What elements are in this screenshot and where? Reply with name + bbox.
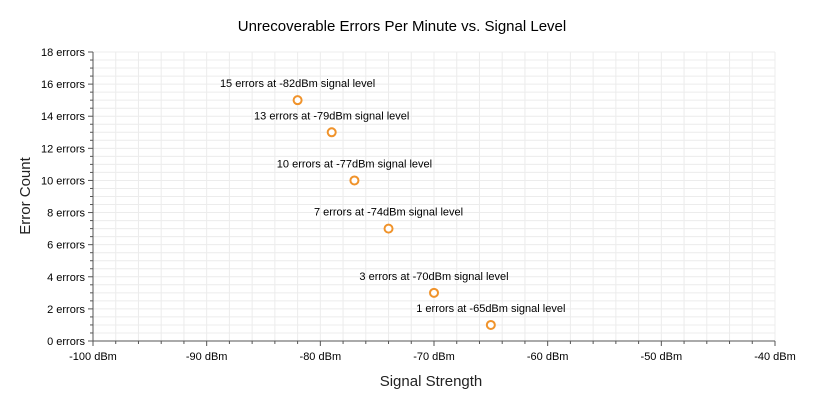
data-label: 15 errors at -82dBm signal level [220,78,375,90]
y-axis-title: Error Count [17,156,34,234]
data-label: 10 errors at -77dBm signal level [277,158,432,170]
x-axis-title: Signal Strength [380,373,483,390]
data-label: 7 errors at -74dBm signal level [314,207,463,219]
y-tick-label: 10 errors [41,175,86,187]
data-point[interactable] [429,287,439,298]
axes [88,51,776,346]
y-tick-label: 16 errors [41,79,86,91]
y-tick-label: 14 errors [41,111,86,123]
x-tick-label: -40 dBm [754,351,796,363]
x-tick-label: -50 dBm [641,351,683,363]
x-tick-label: -100 dBm [69,351,117,363]
data-label: 3 errors at -70dBm signal level [359,271,508,283]
y-tick-label: 12 errors [41,143,86,155]
data-label: 1 errors at -65dBm signal level [416,303,565,315]
x-tick-label: -60 dBm [527,351,569,363]
tick-labels: 0 errors 2 errors 4 errors 6 errors 8 errors… [41,47,796,363]
y-tick-label: 8 errors [47,208,85,220]
x-tick-label: -80 dBm [300,351,342,363]
y-tick-label: 4 errors [47,272,85,284]
x-tick-label: -90 dBm [186,351,228,363]
data-labels: 15 errors at -82dBm signal level 13 error… [220,78,565,315]
x-tick-label: -70 dBm [413,351,455,363]
y-tick-label: 6 errors [47,240,85,252]
grid [92,51,776,342]
data-point[interactable] [383,223,394,234]
data-point[interactable] [349,175,360,186]
data-points [292,95,496,330]
y-tick-label: 0 errors [47,336,85,348]
chart-title: Unrecoverable Errors Per Minute vs. Sign… [238,18,566,35]
data-label: 13 errors at -79dBm signal level [254,110,409,122]
y-tick-label: 2 errors [47,304,85,316]
data-point[interactable] [485,319,496,330]
data-point[interactable] [326,127,337,138]
y-tick-label: 18 errors [41,47,86,59]
data-point[interactable] [292,95,303,106]
